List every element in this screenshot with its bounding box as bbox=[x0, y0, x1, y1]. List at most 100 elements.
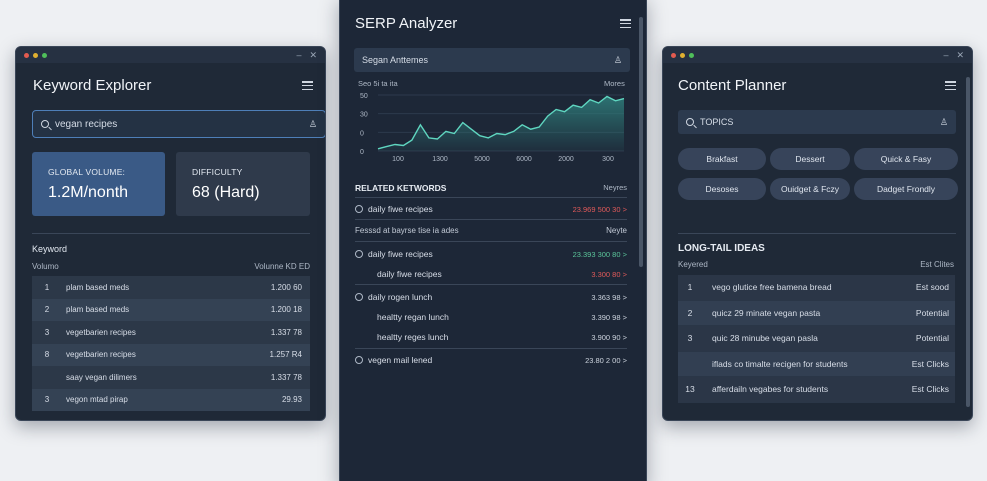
row-value: 1.337 78 bbox=[270, 372, 302, 382]
table-row[interactable]: 8 vegetbarien recipes 1.257 R4 bbox=[32, 343, 310, 366]
search-input[interactable]: vegan recipes ♙ bbox=[32, 110, 325, 138]
sub-header-label: Fesssd at bayrse tise ia ades bbox=[355, 226, 459, 235]
row-number: 1 bbox=[44, 282, 50, 292]
topic-chip[interactable]: Desoses bbox=[678, 178, 766, 200]
search-input[interactable]: TOPICS ♙ bbox=[678, 110, 956, 134]
list-item[interactable]: daily fiwe recipes 3.300 80 > bbox=[355, 269, 627, 279]
list-item[interactable]: healtty regan lunch 3.390 98 > bbox=[355, 312, 627, 322]
row-keyword: saay vegan dilimers bbox=[66, 372, 137, 382]
metric-card-volume[interactable]: GLOBAL VOLUME: 1.2M/nonth bbox=[32, 152, 165, 216]
x-tick-label: 6000 bbox=[516, 156, 532, 163]
search-icon bbox=[41, 120, 49, 128]
search-input[interactable]: Segan Anttemes ♙ bbox=[354, 48, 630, 72]
minimize-icon[interactable]: – bbox=[296, 49, 302, 60]
close-icon[interactable]: ✕ bbox=[956, 49, 964, 60]
menu-icon[interactable] bbox=[945, 81, 956, 90]
list-item-label: daily fiwe recipes bbox=[368, 204, 433, 214]
keyword-table: 1 plam based meds 1.200 60 2 plam based med… bbox=[32, 276, 310, 411]
sub-header: Fesssd at bayrse tise ia ades Neyte bbox=[355, 226, 627, 235]
row-value: Est sood bbox=[915, 282, 949, 293]
topic-chip[interactable]: Dadget Frondly bbox=[854, 178, 958, 200]
metric-label: GLOBAL VOLUME: bbox=[48, 167, 126, 177]
row-number: 2 bbox=[687, 307, 693, 318]
titlebar: – ✕ bbox=[16, 47, 325, 63]
row-keyword: iflads co timalte recigen for students bbox=[712, 358, 848, 369]
list-item-value: 23.969 500 30 > bbox=[572, 204, 627, 214]
table-row[interactable]: 2 plam based meds 1.200 18 bbox=[32, 298, 310, 321]
x-tick-label: 300 bbox=[602, 156, 614, 163]
column-header[interactable]: Volunne KD ED bbox=[254, 262, 310, 271]
x-tick-label: 100 bbox=[392, 156, 404, 163]
list-item-value: 3.390 98 > bbox=[591, 312, 627, 322]
row-value: Potential bbox=[915, 307, 949, 318]
list-item-label: daily rogen lunch bbox=[368, 292, 433, 302]
table-row[interactable]: 1 plam based meds 1.200 60 bbox=[32, 276, 310, 299]
divider bbox=[355, 348, 627, 349]
column-header: Neyres bbox=[603, 183, 627, 192]
list-item-label: daily fiwe recipes bbox=[377, 269, 442, 279]
table-row[interactable]: 2 quicz 29 minate vegan pasta Potential bbox=[678, 300, 955, 326]
topic-chip[interactable]: Quick & Fasy bbox=[854, 148, 958, 170]
menu-icon[interactable] bbox=[302, 81, 313, 90]
row-value: Est Clicks bbox=[911, 384, 949, 395]
divider bbox=[678, 233, 956, 234]
column-header[interactable]: Keyered bbox=[678, 260, 708, 269]
list-item-value: 3.300 80 > bbox=[591, 269, 627, 279]
metric-value: 1.2M/nonth bbox=[48, 184, 129, 201]
chart-label: Mores bbox=[604, 79, 625, 88]
row-keyword: quicz 29 minate vegan pasta bbox=[712, 307, 821, 318]
metric-value: 68 (Hard) bbox=[192, 184, 260, 201]
list-item-label: healtty regan lunch bbox=[377, 312, 449, 322]
table-row[interactable]: 3 vegetbarien recipes 1.337 78 bbox=[32, 321, 310, 344]
chart-area bbox=[378, 96, 624, 151]
table-row[interactable]: 13 afferdailn vegabes for students Est Cli… bbox=[678, 377, 955, 403]
x-tick-label: 1300 bbox=[432, 156, 448, 163]
chart-series-line bbox=[377, 95, 625, 150]
list-item[interactable]: daily rogen lunch 3.363 98 > bbox=[355, 292, 627, 302]
circle-icon bbox=[355, 250, 363, 258]
table-row[interactable]: 3 quic 28 minube vegan pasla Potential bbox=[678, 326, 955, 352]
list-item[interactable]: vegen mail lened 23.80 2 00 > bbox=[355, 355, 627, 365]
topic-chip[interactable]: Ouidget & Fczy bbox=[770, 178, 850, 200]
list-item[interactable]: healtty reges lunch 3.900 90 > bbox=[355, 332, 627, 342]
topic-chip[interactable]: Dessert bbox=[770, 148, 850, 170]
row-keyword: vegon mtad pirap bbox=[66, 395, 128, 405]
close-dot[interactable] bbox=[671, 52, 676, 58]
column-header[interactable]: Est Clites bbox=[920, 260, 954, 269]
row-value: 1.200 18 bbox=[270, 305, 302, 315]
menu-icon[interactable] bbox=[620, 19, 631, 28]
user-icon[interactable]: ♙ bbox=[308, 118, 317, 129]
table-row[interactable]: saay vegan dilimers 1.337 78 bbox=[32, 366, 310, 389]
row-keyword: afferdailn vegabes for students bbox=[712, 384, 829, 395]
row-value: 1.337 78 bbox=[270, 327, 302, 337]
circle-icon bbox=[355, 356, 363, 364]
table-row[interactable]: iflads co timalte recigen for students Es… bbox=[678, 351, 955, 377]
list-item[interactable]: daily fiwe recipes 23.393 300 80 > bbox=[355, 249, 627, 259]
related-keywords-header: RELATED KETWORDS Neyres bbox=[355, 183, 627, 193]
minimize-icon[interactable]: – bbox=[943, 49, 949, 60]
row-value: Potential bbox=[915, 333, 949, 344]
search-icon bbox=[686, 118, 694, 126]
user-icon[interactable]: ♙ bbox=[939, 116, 948, 127]
topic-chip[interactable]: Brakfast bbox=[678, 148, 766, 170]
close-dot[interactable] bbox=[24, 52, 29, 58]
scrollbar[interactable] bbox=[639, 17, 643, 267]
metric-card-difficulty[interactable]: DIFFICULTY 68 (Hard) bbox=[176, 152, 310, 216]
row-keyword: quic 28 minube vegan pasla bbox=[712, 333, 818, 344]
minimize-dot[interactable] bbox=[680, 52, 685, 58]
list-item[interactable]: daily fiwe recipes 23.969 500 30 > bbox=[355, 204, 627, 214]
list-item-label: vegen mail lened bbox=[368, 355, 433, 365]
divider bbox=[355, 241, 627, 242]
table-row[interactable]: 1 vego glutice free bamena bread Est sood bbox=[678, 275, 955, 301]
user-icon[interactable]: ♙ bbox=[613, 54, 622, 65]
circle-icon bbox=[355, 205, 363, 213]
minimize-dot[interactable] bbox=[33, 52, 38, 58]
scrollbar[interactable] bbox=[966, 77, 970, 407]
y-tick-label: 30 bbox=[360, 112, 368, 119]
maximize-dot[interactable] bbox=[689, 52, 694, 58]
table-row[interactable]: 3 vegon mtad pirap 29.93 bbox=[32, 388, 310, 411]
maximize-dot[interactable] bbox=[42, 52, 47, 58]
column-header[interactable]: Volumo bbox=[32, 262, 59, 271]
close-icon[interactable]: ✕ bbox=[309, 49, 317, 60]
search-value: TOPICS bbox=[700, 117, 734, 127]
